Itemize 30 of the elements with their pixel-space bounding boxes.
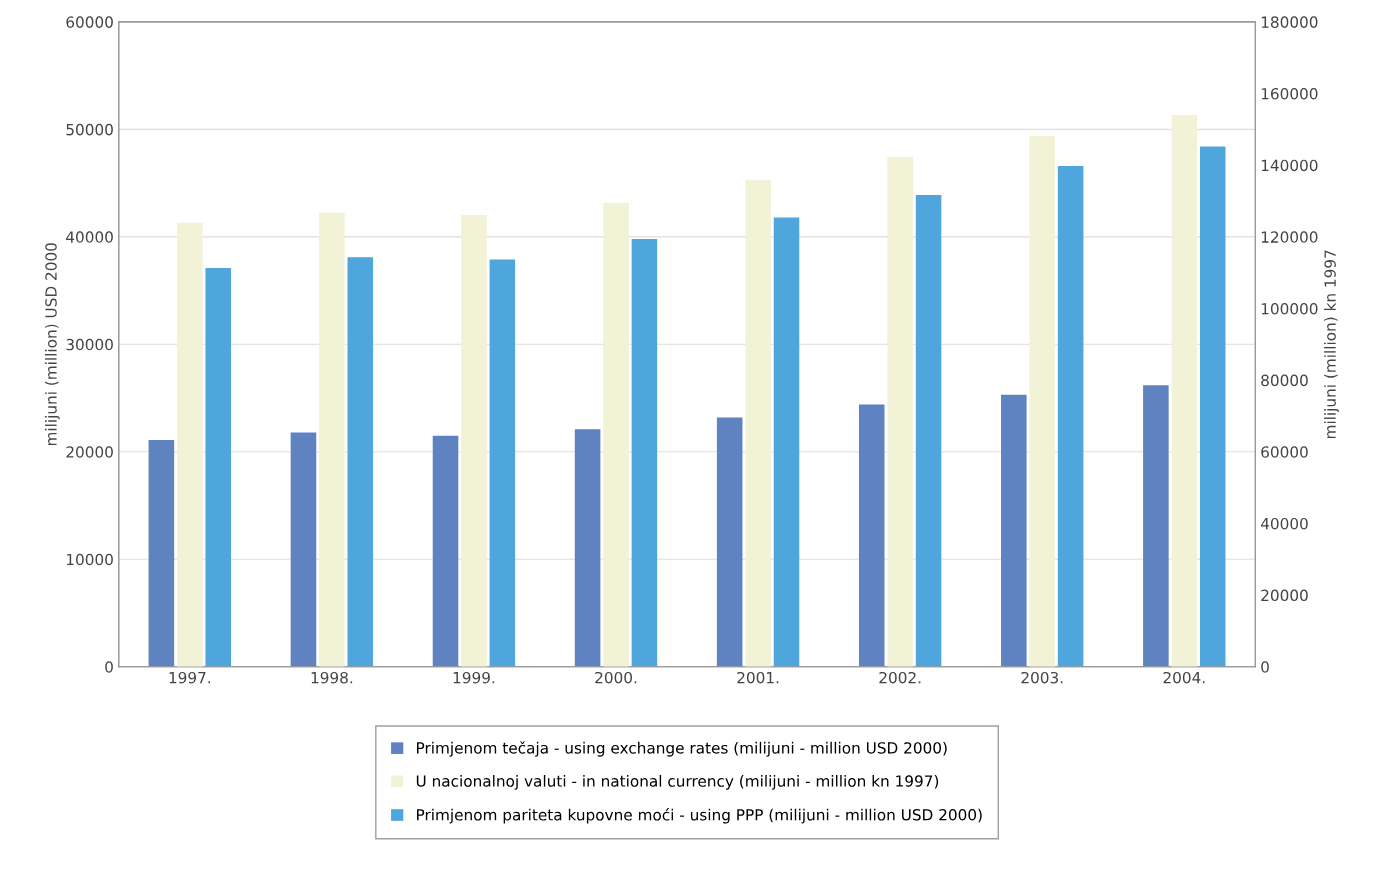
legend-label: Primjenom pariteta kupovne moći - using PPP (milijuni - million USD 2000)	[417, 808, 982, 824]
x-tick-label: 1997.	[169, 671, 211, 684]
y-tick-label: 60000	[66, 16, 113, 28]
x-tick-label: 2003.	[1021, 671, 1063, 684]
x-tick-label: 1998.	[311, 671, 353, 684]
y-tick-label: 40000	[66, 231, 113, 243]
legend-label: U nacionalnoj valuti - in national currency (milijuni - million kn 1997)	[416, 774, 939, 790]
x-tick-label: 1999.	[453, 671, 495, 684]
y2-tick-label: 0	[1261, 661, 1269, 673]
x-tick-label: 2002.	[879, 671, 921, 684]
y2-tick-label: 40000	[1260, 517, 1308, 530]
y2-tick-label: 140000	[1261, 159, 1318, 172]
y2-tick-label: 120000	[1261, 231, 1318, 243]
y2-tick-label: 60000	[1261, 446, 1308, 458]
x-tick-label: 2000.	[595, 671, 637, 684]
y-tick-label: 0	[105, 661, 113, 673]
y2-axis-title: milijuni (million) kn 1997	[1324, 250, 1339, 439]
y-axis-title: milijuni (million) USD 2000	[44, 243, 60, 446]
y2-tick-label: 20000	[1261, 589, 1308, 602]
y2-tick-label: 80000	[1261, 374, 1308, 387]
y-tick-label: 20000	[66, 446, 113, 458]
y2-tick-label: 180000	[1261, 16, 1318, 28]
y-tick-label: 50000	[66, 123, 113, 136]
y-tick-label: 10000	[66, 553, 113, 566]
x-tick-label: 2004.	[1163, 671, 1205, 684]
y-tick-label: 30000	[66, 338, 113, 351]
legend-label: Primjenom tečaja - using exchange rates (milijuni - million USD 2000)	[417, 741, 947, 757]
x-tick-label: 2001.	[737, 671, 779, 684]
y2-tick-label: 100000	[1261, 302, 1318, 315]
y2-tick-label: 160000	[1261, 87, 1318, 100]
